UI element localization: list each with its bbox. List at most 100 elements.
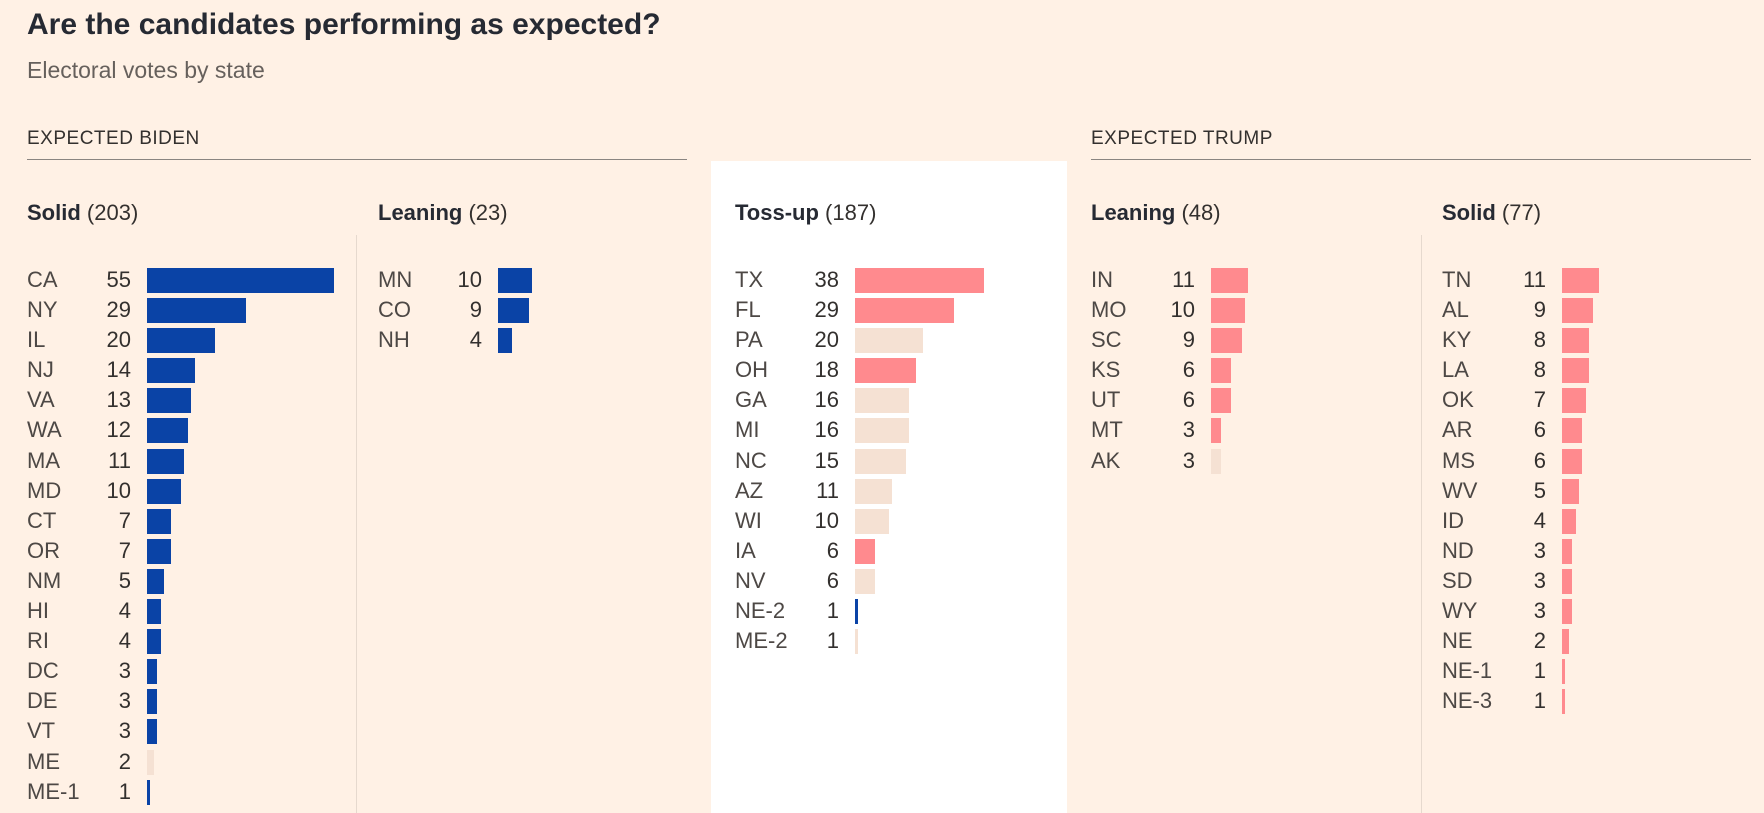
- electoral-votes-label: 1: [1533, 658, 1546, 684]
- state-label: AR: [1442, 417, 1473, 443]
- electoral-votes-label: 6: [826, 567, 839, 593]
- electoral-votes-label: 4: [469, 327, 482, 353]
- state-label: OK: [1442, 387, 1474, 413]
- electoral-votes-label: 4: [118, 628, 131, 654]
- bar-row: RI 4: [27, 626, 347, 656]
- bar-row: OH 18: [735, 355, 1055, 385]
- column-header: Leaning (23): [378, 198, 698, 228]
- column-total: (48): [1181, 200, 1221, 225]
- state-label: CT: [27, 507, 57, 533]
- bar-row: KY 8: [1442, 325, 1762, 355]
- state-label: CO: [378, 297, 411, 323]
- state-label: MS: [1442, 447, 1475, 473]
- bar-row: NM 5: [27, 566, 347, 596]
- bar: [147, 629, 161, 655]
- bar: [855, 358, 917, 384]
- column-header: Leaning (48): [1091, 198, 1411, 228]
- group-header-expected-biden: EXPECTED BIDEN: [27, 128, 687, 160]
- bar: [147, 478, 181, 504]
- bar-row: NV 6: [735, 566, 1055, 596]
- bar-row: UT 6: [1091, 385, 1411, 415]
- state-label: NY: [27, 297, 58, 323]
- electoral-votes-label: 6: [1533, 417, 1546, 443]
- electoral-votes-label: 3: [118, 718, 131, 744]
- state-label: SC: [1091, 327, 1122, 353]
- bar: [147, 358, 195, 384]
- state-label: NE-2: [735, 598, 786, 624]
- bar: [855, 328, 923, 354]
- electoral-votes-label: 3: [118, 658, 131, 684]
- state-label: NM: [27, 567, 62, 593]
- column-biden-leaning: Leaning (23) MN 10 CO 9 NH 4: [378, 198, 698, 355]
- electoral-votes-label: 10: [106, 477, 131, 503]
- bar-row: DC 3: [27, 656, 347, 686]
- bar: [1211, 388, 1232, 414]
- state-label: AL: [1442, 297, 1469, 323]
- electoral-votes-label: 3: [1533, 598, 1546, 624]
- electoral-votes-label: 1: [1533, 688, 1546, 714]
- column-divider: [1421, 235, 1422, 813]
- bar-row: HI 4: [27, 596, 347, 626]
- bar: [1211, 448, 1222, 474]
- electoral-votes-label: 13: [106, 387, 131, 413]
- electoral-votes-label: 5: [118, 567, 131, 593]
- electoral-votes-label: 3: [1533, 567, 1546, 593]
- electoral-votes-label: 12: [106, 417, 131, 443]
- state-label: ME-2: [735, 628, 788, 654]
- bar-row: ME-1 1: [27, 777, 347, 807]
- bar-row: CT 7: [27, 506, 347, 536]
- electoral-votes-label: 11: [1172, 267, 1195, 292]
- bar: [1562, 538, 1573, 564]
- column-header: Solid (203): [27, 198, 347, 228]
- state-label: OH: [735, 357, 768, 383]
- bar-row: CO 9: [378, 295, 698, 325]
- bar: [855, 508, 889, 534]
- bar: [855, 298, 954, 324]
- bar: [1562, 659, 1566, 685]
- state-label: DC: [27, 658, 59, 684]
- state-label: WI: [735, 507, 762, 533]
- state-label: WA: [27, 417, 62, 443]
- bar-row: NE-2 1: [735, 596, 1055, 626]
- state-label: TX: [735, 267, 764, 292]
- electoral-votes-label: 11: [1523, 267, 1546, 292]
- electoral-votes-label: 4: [1533, 507, 1546, 533]
- electoral-votes-label: 29: [814, 297, 839, 323]
- column-name: Leaning: [378, 200, 463, 225]
- column-name: Leaning: [1091, 200, 1176, 225]
- state-label: DE: [27, 688, 58, 714]
- electoral-votes-label: 1: [118, 778, 131, 804]
- state-label: NC: [735, 447, 767, 473]
- state-label: ME: [27, 748, 60, 774]
- column-total: (203): [86, 200, 139, 225]
- bar: [498, 268, 532, 293]
- bar: [147, 538, 171, 564]
- bar-row: NC 15: [735, 446, 1055, 476]
- bar: [1562, 328, 1590, 354]
- state-label: IL: [27, 327, 46, 353]
- state-label: MI: [735, 417, 760, 443]
- state-label: RI: [27, 628, 49, 654]
- bar: [147, 659, 158, 685]
- electoral-votes-label: 10: [1170, 297, 1195, 323]
- bar-row: AZ 11: [735, 476, 1055, 506]
- state-label: SD: [1442, 567, 1473, 593]
- electoral-votes-label: 18: [814, 357, 839, 383]
- bar: [855, 478, 893, 504]
- bar: [147, 298, 246, 324]
- bar: [855, 599, 859, 625]
- column-total: (23): [468, 200, 508, 225]
- state-label: NE: [1442, 628, 1473, 654]
- bar: [855, 568, 876, 594]
- state-label: PA: [735, 327, 763, 353]
- state-label: LA: [1442, 357, 1469, 383]
- bar-row: TX 38: [735, 265, 1055, 295]
- state-label: VT: [27, 718, 56, 744]
- state-label: WY: [1442, 598, 1478, 624]
- group-header-expected-trump: EXPECTED TRUMP: [1091, 128, 1751, 160]
- electoral-votes-label: 20: [106, 327, 131, 353]
- bar-list: TN 11 AL 9 KY 8 LA 8 OK 7 AR 6 MS 6 WV 5 ID 4 ND 3 SD 3 WY 3 NE 2…: [1442, 265, 1762, 716]
- state-label: MT: [1091, 417, 1123, 443]
- column-name: Solid: [1442, 200, 1496, 225]
- bar: [147, 508, 171, 534]
